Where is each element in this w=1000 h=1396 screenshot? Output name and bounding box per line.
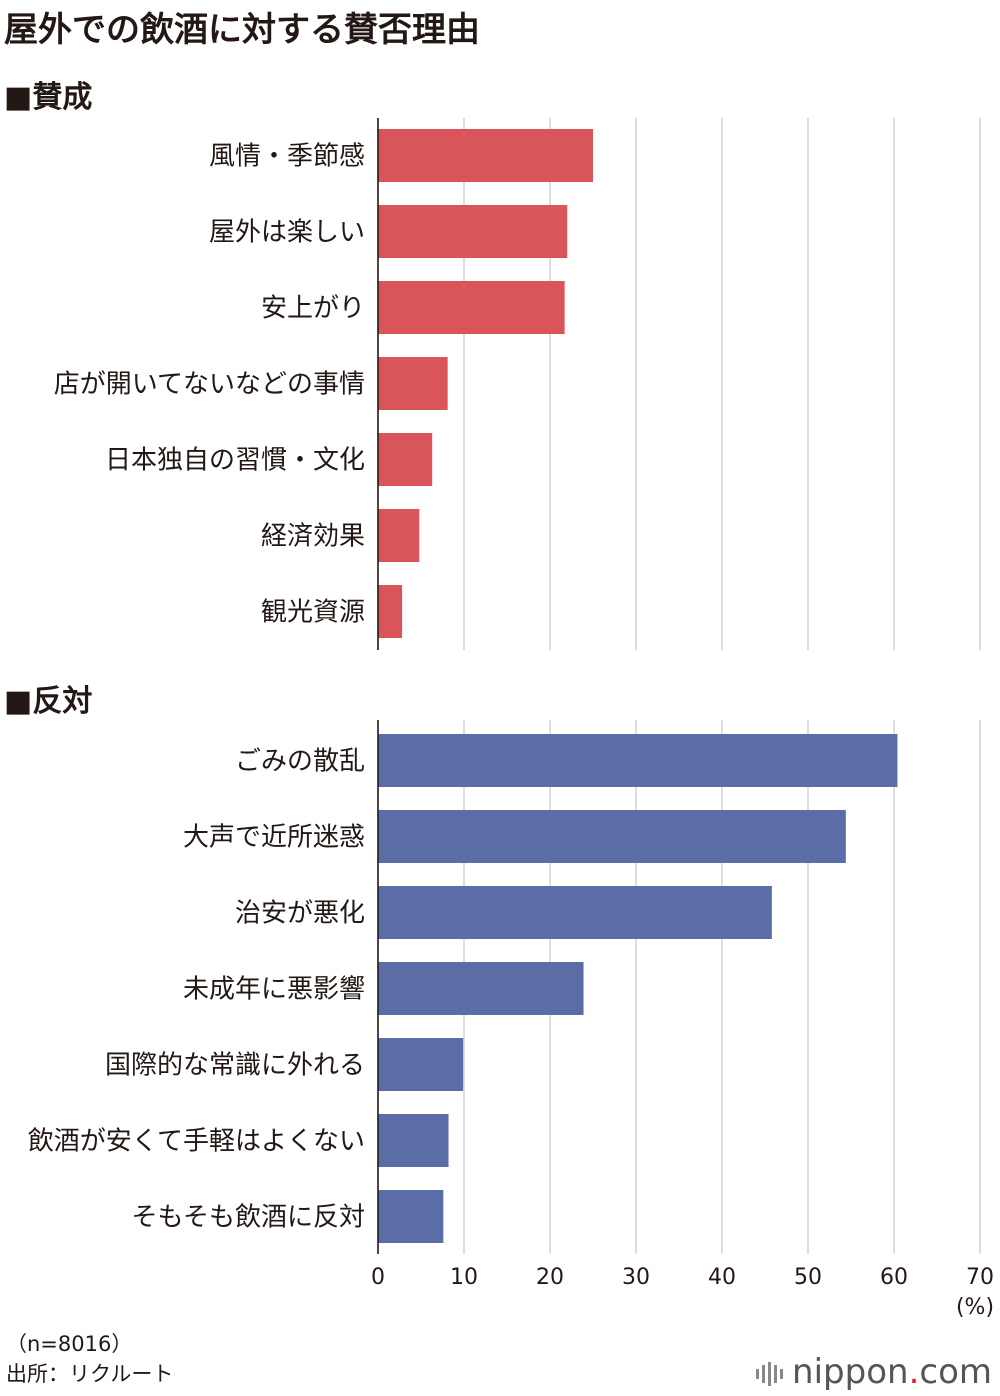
x-tick-label: 60	[880, 1265, 908, 1290]
category-label: 飲酒が安くて手軽はよくない	[28, 1127, 365, 1157]
x-tick-label: 20	[536, 1265, 564, 1290]
bar-oppose-3	[378, 962, 584, 1015]
chart-title: 屋外での飲酒に対する賛否理由	[4, 10, 480, 50]
category-label: 店が開いてないなどの事情	[54, 370, 365, 400]
category-label: 屋外は楽しい	[209, 218, 365, 248]
logo-dot: .	[908, 1352, 920, 1392]
x-tick-label: 30	[622, 1265, 650, 1290]
category-label: 治安が悪化	[235, 899, 365, 929]
category-label: 大声で近所迷惑	[183, 823, 365, 853]
category-label: そもそも飲酒に反対	[132, 1203, 365, 1233]
bar-approve-1	[378, 205, 568, 258]
category-label: ごみの散乱	[235, 747, 365, 777]
category-label: 国際的な常識に外れる	[105, 1051, 365, 1081]
category-label: 経済効果	[261, 522, 365, 552]
bar-approve-5	[378, 509, 420, 562]
source-note: 出所：リクルート	[6, 1362, 174, 1386]
logo-name: nippon	[792, 1352, 909, 1392]
section-title-approve: ■賛成	[4, 80, 93, 115]
bar-approve-0	[378, 129, 593, 182]
category-label: 未成年に悪影響	[183, 975, 365, 1005]
bar-approve-2	[378, 281, 565, 334]
bar-chart: 風情・季節感屋外は楽しい安上がり店が開いてないなどの事情日本独自の習慣・文化経済…	[28, 118, 994, 1320]
x-tick-label: 10	[450, 1265, 478, 1290]
bar-approve-6	[378, 585, 403, 638]
bar-approve-3	[378, 357, 448, 410]
bar-oppose-5	[378, 1114, 449, 1167]
logo-tld: com	[919, 1352, 992, 1392]
category-label: 観光資源	[261, 598, 365, 628]
x-tick-label: 50	[794, 1265, 822, 1290]
x-tick-label: 40	[708, 1265, 736, 1290]
category-label: 風情・季節感	[209, 142, 365, 172]
category-label: 日本独自の習慣・文化	[105, 446, 365, 476]
bar-approve-4	[378, 433, 433, 486]
bar-oppose-0	[378, 734, 898, 787]
logo-mark-icon	[756, 1361, 784, 1386]
sample-size-note: （n=8016）	[6, 1332, 133, 1356]
bar-oppose-1	[378, 810, 846, 863]
category-label: 安上がり	[261, 294, 365, 324]
x-tick-label: 0	[371, 1265, 385, 1290]
section-title-oppose: ■反対	[4, 684, 93, 719]
nippon-logo: nippon.com	[754, 1352, 992, 1392]
bar-oppose-4	[378, 1038, 464, 1091]
bar-oppose-6	[378, 1190, 444, 1243]
x-axis-unit-label: (%)	[956, 1295, 994, 1320]
bar-oppose-2	[378, 886, 772, 939]
x-tick-label: 70	[966, 1265, 994, 1290]
